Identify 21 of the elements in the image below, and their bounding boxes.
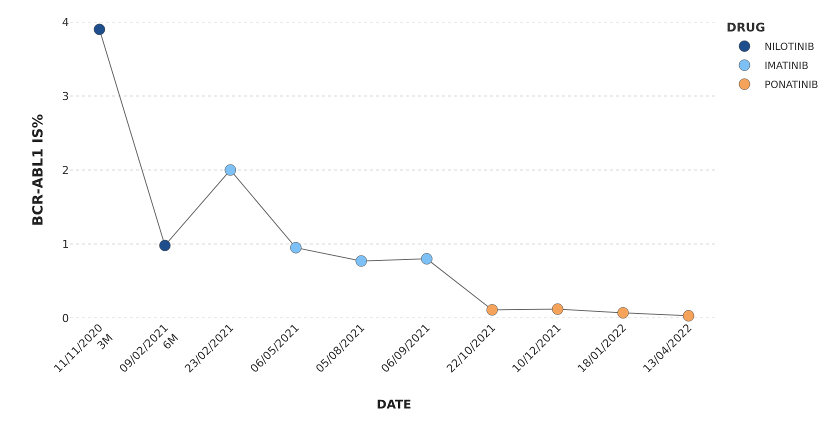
y-tick-label: 3 <box>62 90 69 103</box>
y-tick-label: 4 <box>62 16 69 29</box>
legend-title: DRUG <box>726 20 766 35</box>
point <box>356 255 368 267</box>
point <box>617 307 629 319</box>
point <box>224 164 236 176</box>
point <box>552 303 564 315</box>
legend-label: IMATINIB <box>764 61 809 72</box>
point <box>159 240 171 252</box>
legend-label: NILOTINIB <box>764 42 814 54</box>
point <box>290 242 302 254</box>
legend-label: PONATINIB <box>764 80 818 92</box>
point <box>486 304 498 316</box>
point <box>420 253 432 265</box>
y-tick-label: 0 <box>62 312 69 325</box>
y-tick-label: 2 <box>62 164 69 177</box>
y-axis-title: BCR-ABL1 IS% <box>30 114 47 226</box>
y-tick-label: 1 <box>62 238 69 251</box>
point <box>682 310 694 322</box>
point <box>94 24 106 36</box>
x-axis-title: DATE <box>376 397 412 412</box>
